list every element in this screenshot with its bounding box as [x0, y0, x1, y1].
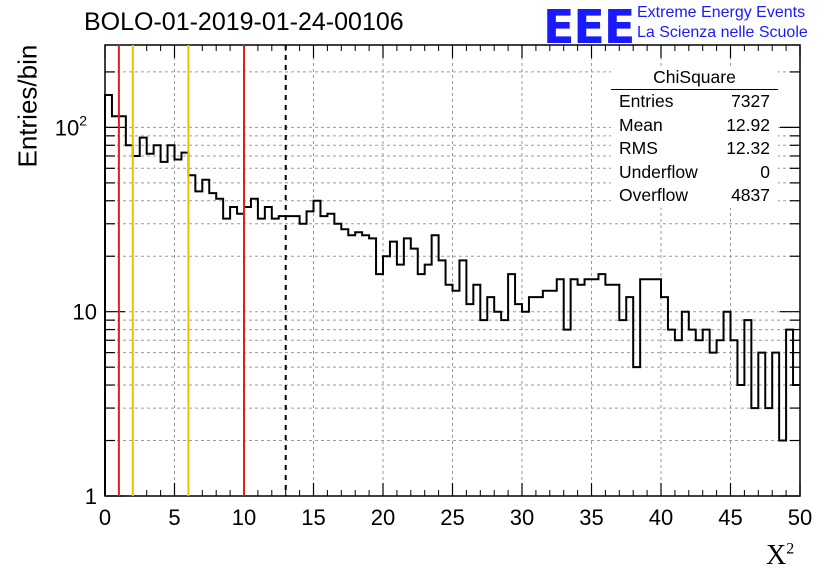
x-tick-label: 30 [510, 505, 534, 530]
stats-row-underflow: Underflow 0 [619, 161, 770, 182]
y-tick-label: 102 [55, 112, 87, 140]
stats-row-overflow: Overflow 4837 [619, 185, 770, 205]
eee-logo: EEE [543, 0, 635, 54]
y-axis-label: Entries/bin [12, 44, 43, 168]
histogram-line [104, 93, 800, 496]
y-tick-label: 1 [85, 484, 97, 509]
x-tick-label: 5 [168, 505, 180, 530]
stats-title: ChiSquare [611, 67, 778, 90]
x-axis-label: X2 [766, 540, 795, 571]
x-tick-label: 10 [232, 505, 256, 530]
y-tick-label: 10 [73, 300, 97, 325]
stats-row-mean: Mean 12.92 [619, 114, 770, 135]
x-tick-label: 0 [99, 505, 111, 530]
stats-row-entries: Entries 7327 [619, 91, 770, 111]
x-tick-label: 50 [788, 505, 812, 530]
chart-title: BOLO-01-2019-01-24-00106 [84, 8, 404, 36]
stats-box: ChiSquare Entries 7327 Mean 12.92 RMS 12.32… [611, 67, 778, 208]
x-tick-label: 15 [301, 505, 325, 530]
x-tick-label: 20 [371, 505, 395, 530]
stats-row-rms: RMS 12.32 [619, 138, 770, 158]
x-tick-label: 25 [440, 505, 464, 530]
x-tick-label: 45 [718, 505, 742, 530]
x-tick-label: 35 [579, 505, 603, 530]
logo-text-line1: Extreme Energy Events [637, 4, 806, 21]
x-tick-label: 40 [649, 505, 673, 530]
logo-text-line2: La Scienza nelle Scuole [637, 24, 808, 41]
